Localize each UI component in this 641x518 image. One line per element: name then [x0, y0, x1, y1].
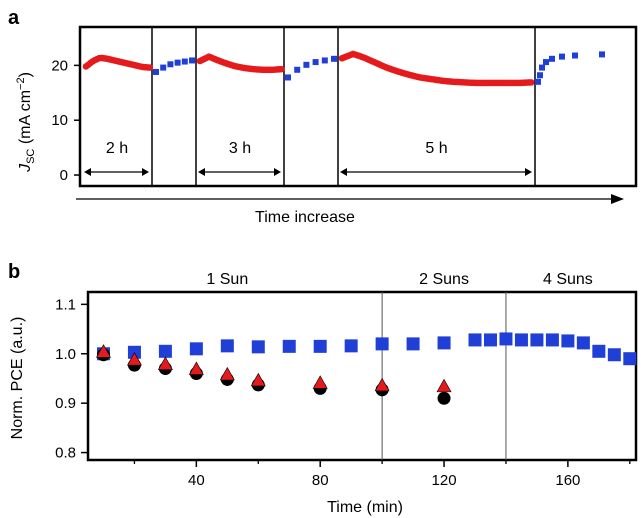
panel-a-y-tick-label: 0 — [60, 167, 68, 184]
panel-b-square-point — [251, 340, 265, 354]
panel-b-triangle-point — [95, 344, 111, 358]
panel-a-light-point — [535, 78, 541, 85]
panel-a-time-arrow-head — [611, 194, 624, 204]
panel-a-light-point — [559, 53, 565, 60]
panel-b-region-label: 2 Suns — [419, 271, 469, 288]
panel-a-light-point — [572, 52, 578, 59]
panel-b-x-tick-label: 160 — [555, 472, 580, 489]
panel-b-y-tick-label: 0.9 — [55, 395, 76, 412]
panel-b-y-axis-title: Norm. PCE (a.u.) — [9, 317, 26, 440]
panel-b-triangle-point — [312, 375, 328, 389]
panel-a-light-point — [312, 59, 319, 66]
panel-b-triangle-point — [126, 352, 142, 366]
panel-b-square-point — [514, 333, 528, 347]
panel-b-y-tick-label: 0.8 — [55, 445, 76, 462]
panel-a-y-tick-label: 10 — [51, 112, 68, 129]
panel-b-square-point — [437, 336, 451, 350]
panel-a-dark-point — [278, 65, 285, 73]
panel-a-light-point — [537, 72, 543, 79]
panel-b-x-tick-label: 80 — [312, 472, 329, 489]
panel-b-region-label: 1 Sun — [206, 271, 248, 288]
panel-b-triangle-point — [250, 372, 266, 387]
panel-a-arrow-head-right — [274, 168, 281, 176]
panel-label-b: b — [8, 261, 20, 283]
panel-a-light-point — [153, 68, 159, 75]
panel-a-y-tick-label: 20 — [51, 57, 68, 74]
panel-b-square-point — [607, 348, 621, 362]
panel-a-light-point — [543, 59, 549, 66]
panel-a-duration-label: 2 h — [106, 140, 128, 157]
panel-a-light-point — [294, 66, 301, 73]
panel-a-light-point — [174, 59, 181, 66]
panel-a-light-point — [160, 64, 167, 71]
panel-b-square-point — [189, 342, 203, 356]
panel-a-arrow-head-left — [84, 168, 91, 176]
panel-a-dark-point — [146, 64, 154, 71]
panel-b-triangle-point — [188, 361, 204, 375]
panel-b-x-axis-title: Time (min) — [327, 499, 403, 516]
panel-a-light-point — [331, 55, 337, 62]
panel-b-square-point — [592, 344, 606, 358]
panel-a-light-point — [285, 74, 291, 81]
panel-b-square-point — [158, 344, 172, 358]
panel-b-frame — [86, 290, 638, 462]
panel-b-square-point — [561, 334, 575, 348]
panel-b-square-point — [344, 339, 358, 353]
panel-b-triangle-point — [374, 377, 390, 392]
panel-b-square-point — [576, 336, 590, 350]
panel-a-x-axis-title: Time increase — [255, 209, 355, 226]
panel-a-y-axis-title: JSC (mA cm−2) — [15, 72, 37, 173]
panel-b-triangle-point — [219, 366, 235, 381]
panel-a-arrow-head-left — [340, 168, 347, 176]
panel-a: JSC (mA cm−2) Time increase 0 10 20 2 h 3 h 5… — [15, 25, 638, 226]
panel-b-square-point — [313, 339, 327, 353]
panel-b-y-tick-label: 1.1 — [55, 296, 76, 313]
panel-a-arrow-head-right — [142, 168, 149, 176]
panel-b: Norm. PCE (a.u.) Time (min) 1 Sun 2 Suns 4… — [9, 271, 638, 516]
panel-label-a: a — [8, 7, 20, 29]
panel-a-light-point — [321, 57, 328, 64]
panel-a-light-point — [181, 58, 188, 65]
panel-b-square-point — [545, 333, 559, 347]
panel-b-square-point — [406, 337, 420, 351]
panel-b-square-point — [375, 337, 389, 351]
panel-a-duration-label: 5 h — [425, 140, 447, 157]
panel-b-circle-point — [437, 391, 451, 405]
panel-b-y-tick-label: 1.0 — [55, 346, 76, 363]
panel-a-light-point — [549, 55, 555, 62]
panel-a-arrow-head-right — [525, 168, 532, 176]
panel-a-light-point — [167, 61, 174, 68]
panel-b-square-point — [282, 339, 296, 353]
panel-a-arrow-head-left — [198, 168, 205, 176]
panel-b-square-point — [623, 352, 637, 366]
panel-b-square-point — [530, 333, 544, 347]
panel-a-light-point — [303, 61, 310, 68]
panel-b-triangle-point — [436, 378, 452, 393]
panel-b-x-tick-label: 40 — [188, 472, 205, 489]
panel-a-light-point — [599, 51, 605, 58]
panel-a-duration-label: 3 h — [229, 140, 251, 157]
panel-b-region-label: 4 Suns — [543, 271, 593, 288]
panel-b-square-point — [220, 339, 234, 353]
panel-a-frame — [78, 25, 638, 188]
panel-b-square-point — [483, 333, 497, 347]
panel-b-triangle-point — [157, 356, 173, 370]
panel-b-square-point — [499, 332, 513, 346]
panel-a-light-point — [189, 57, 195, 64]
panel-a-dark-point — [527, 79, 535, 86]
panel-a-light-point — [539, 64, 545, 71]
panel-b-x-tick-label: 120 — [432, 472, 457, 489]
panel-b-square-point — [468, 333, 482, 347]
